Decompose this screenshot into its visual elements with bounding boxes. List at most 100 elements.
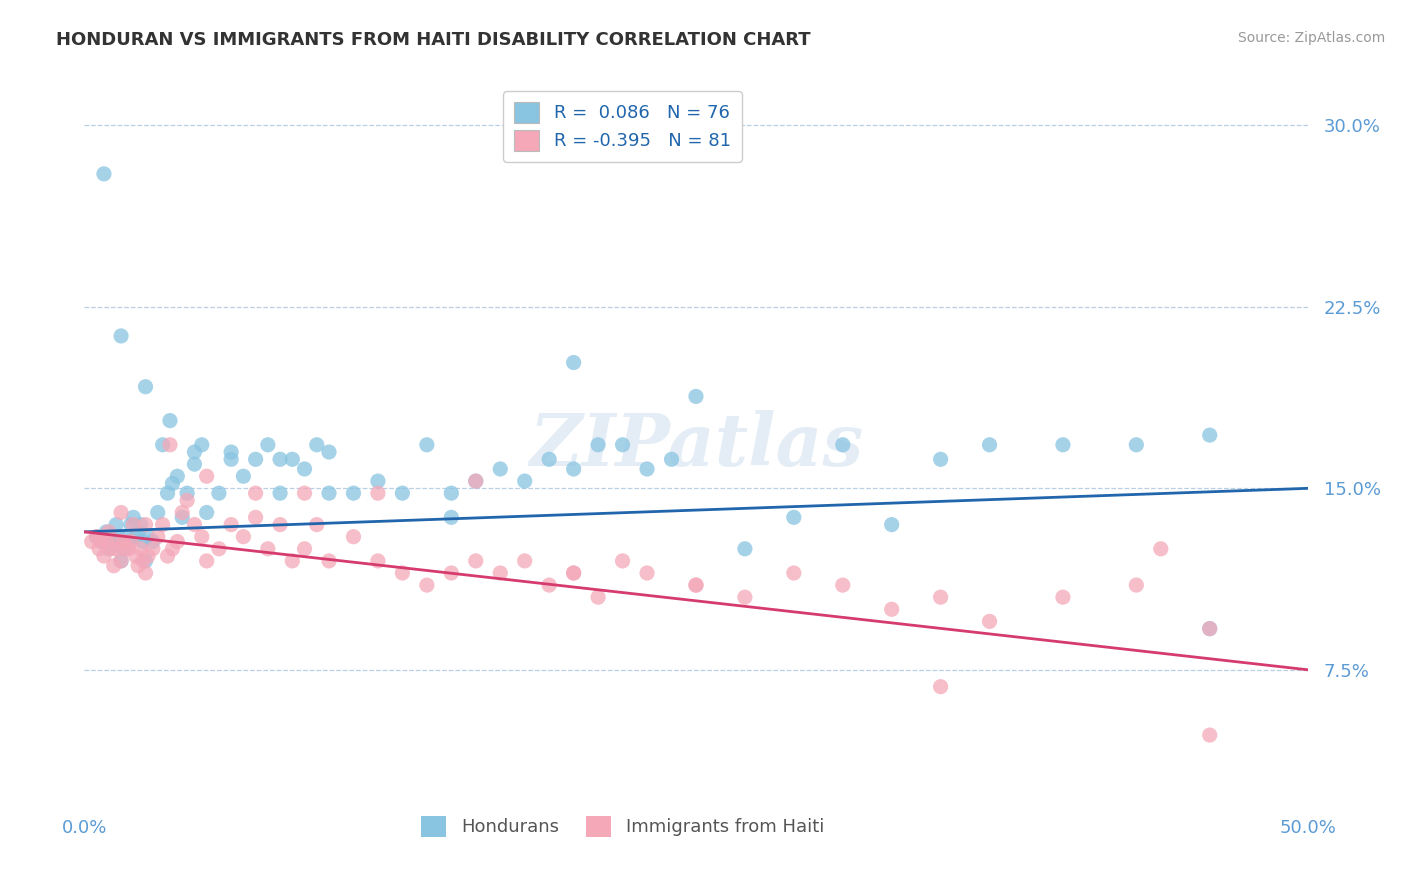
Point [80,534,103,549]
Point [93,167,115,181]
Point [103,534,125,549]
Point [1052,438,1074,452]
Point [156,486,179,500]
Point [538,578,561,592]
Point [318,554,340,568]
Point [103,558,125,573]
Point [440,566,463,580]
Point [191,530,214,544]
Point [245,452,267,467]
Point [172,506,194,520]
Point [156,549,179,563]
Point [146,506,169,520]
Point [269,486,291,500]
Point [127,524,149,539]
Point [1198,428,1220,442]
Point [464,474,486,488]
Point [129,541,152,556]
Point [125,530,148,544]
Point [586,438,609,452]
Legend: Hondurans, Immigrants from Haiti: Hondurans, Immigrants from Haiti [413,808,831,844]
Point [117,534,139,549]
Point [127,558,149,573]
Point [489,566,512,580]
Point [929,590,952,604]
Point [318,486,340,500]
Point [135,517,157,532]
Point [112,534,135,549]
Point [367,474,389,488]
Point [979,438,1001,452]
Point [107,534,129,549]
Point [136,549,159,563]
Point [136,530,159,544]
Point [232,530,254,544]
Text: Source: ZipAtlas.com: Source: ZipAtlas.com [1237,31,1385,45]
Point [166,469,188,483]
Point [342,530,364,544]
Point [1052,590,1074,604]
Point [135,566,157,580]
Point [783,510,806,524]
Point [318,445,340,459]
Point [880,517,903,532]
Point [464,474,486,488]
Point [831,578,853,592]
Point [183,517,205,532]
Point [440,510,463,524]
Point [172,510,194,524]
Point [96,524,118,539]
Point [105,541,128,556]
Point [416,438,439,452]
Point [112,541,135,556]
Point [269,517,291,532]
Point [269,452,291,467]
Point [110,554,132,568]
Point [562,355,585,369]
Point [305,517,328,532]
Point [122,510,145,524]
Point [281,452,304,467]
Point [464,554,486,568]
Point [219,445,242,459]
Point [162,476,184,491]
Point [391,486,413,500]
Point [152,517,174,532]
Point [562,462,585,476]
Point [661,452,683,467]
Point [880,602,903,616]
Point [979,615,1001,629]
Point [146,530,169,544]
Point [97,524,120,539]
Point [97,541,120,556]
Point [208,541,231,556]
Point [513,474,536,488]
Point [245,486,267,500]
Point [929,452,952,467]
Point [416,578,439,592]
Point [107,530,129,544]
Point [305,438,328,452]
Point [135,554,157,568]
Point [135,380,157,394]
Point [117,541,139,556]
Point [232,469,254,483]
Point [562,566,585,580]
Point [257,438,280,452]
Point [166,534,188,549]
Point [142,541,165,556]
Point [636,462,658,476]
Point [783,566,806,580]
Point [734,590,756,604]
Point [1198,622,1220,636]
Point [208,486,231,500]
Point [1198,622,1220,636]
Point [105,517,128,532]
Point [612,554,634,568]
Point [176,493,198,508]
Point [87,541,110,556]
Point [391,566,413,580]
Point [245,510,267,524]
Point [100,530,122,544]
Point [115,541,138,556]
